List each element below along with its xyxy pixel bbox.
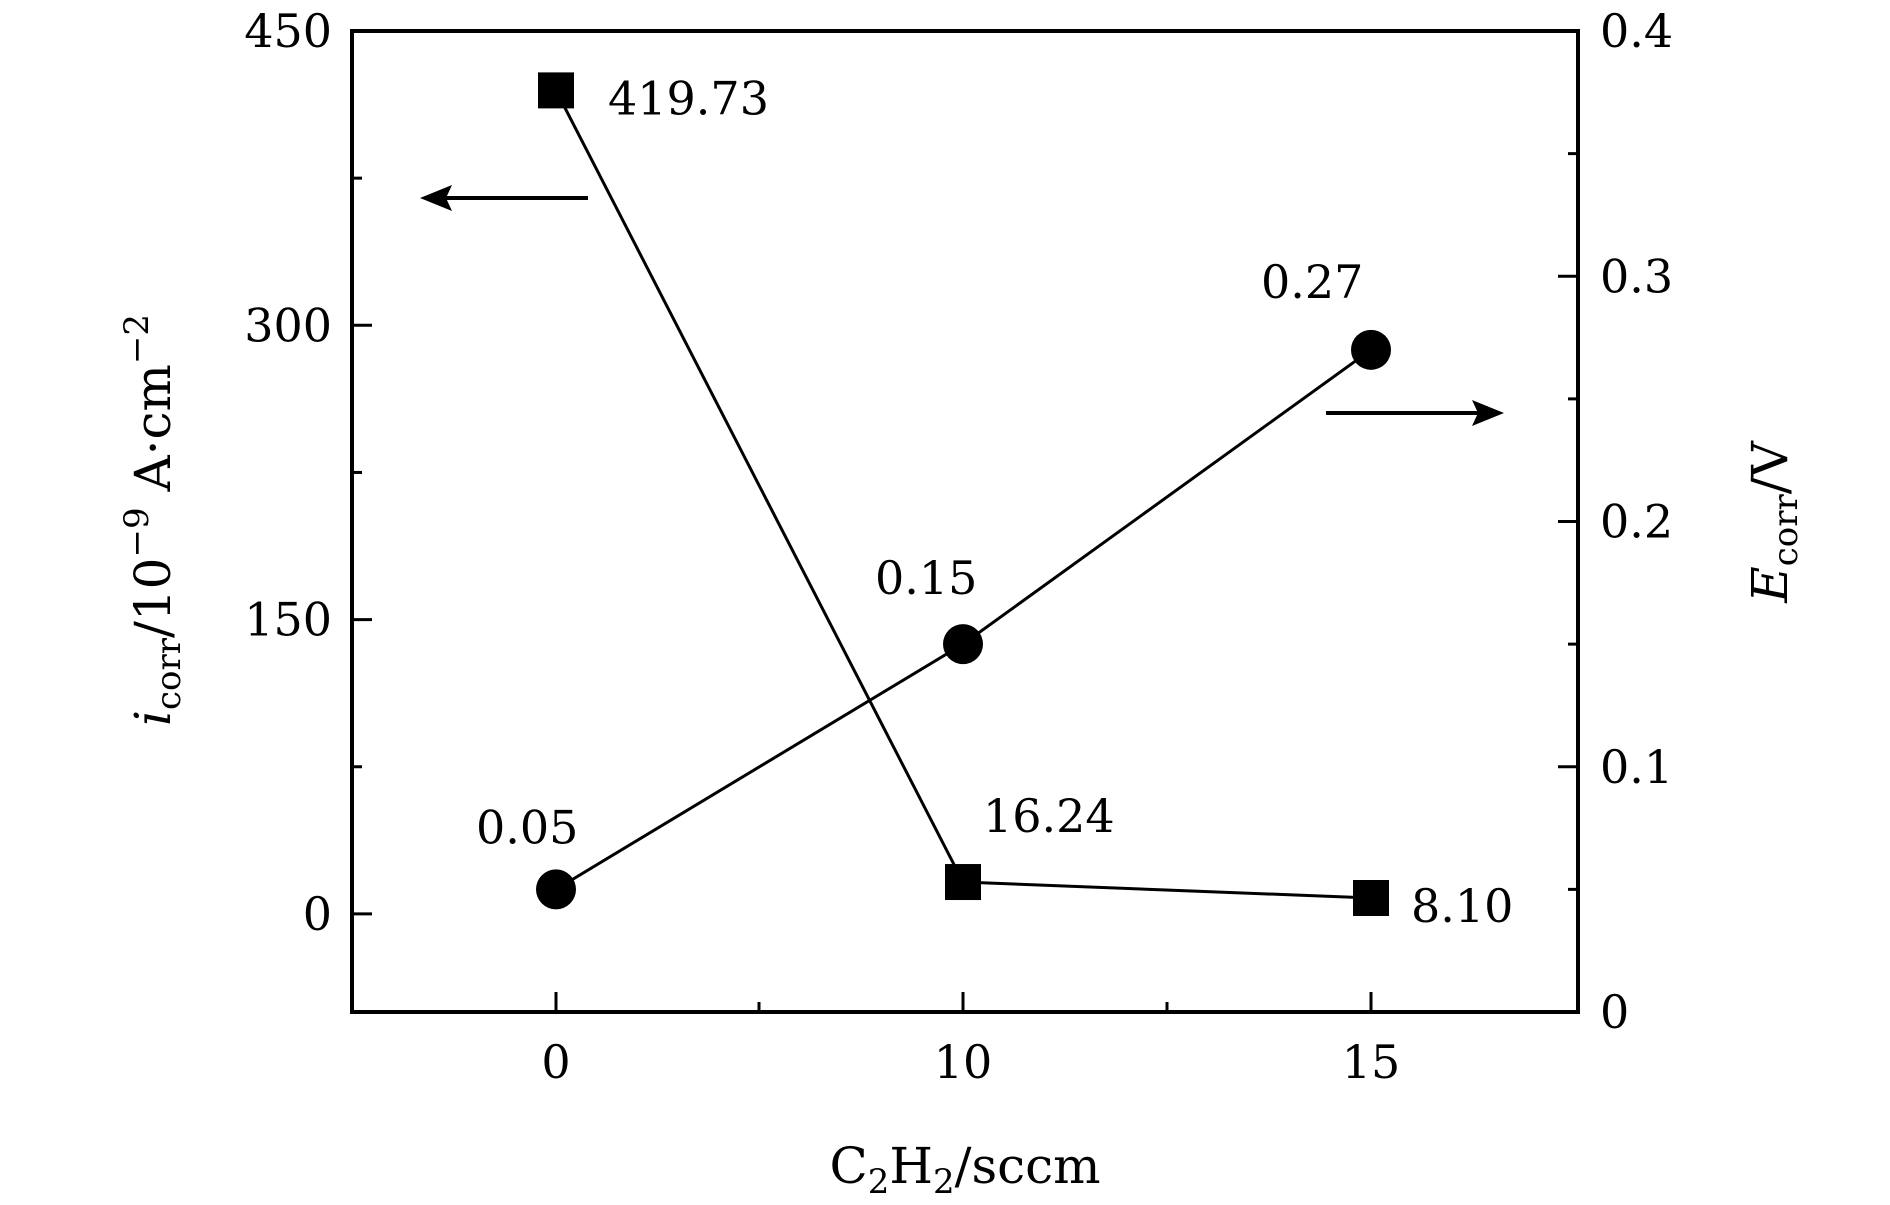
data-label: 16.24 — [983, 789, 1115, 843]
data-label: 0.27 — [1261, 255, 1363, 309]
markers — [536, 72, 1391, 917]
y-left-tick-label: 300 — [244, 298, 332, 352]
y-left-tick-label: 450 — [244, 4, 332, 58]
square-marker — [538, 72, 574, 109]
y-right-tick-label: 0.3 — [1600, 249, 1673, 303]
square-marker — [1353, 880, 1389, 917]
y-right-tick-label: 0.1 — [1600, 740, 1673, 794]
x-axis-title: C2H2/sccm — [829, 1137, 1100, 1202]
square-marker — [945, 864, 981, 901]
x-tick-label: 0 — [541, 1035, 570, 1089]
circle-marker — [1351, 329, 1391, 370]
series-line-ecorr — [555, 348, 1372, 891]
x-ticks: 0 10 15 — [541, 992, 1400, 1089]
y-left-tick-label: 150 — [244, 593, 332, 647]
data-label: 0.15 — [875, 551, 977, 605]
y-left-tick-label: 0 — [303, 887, 332, 941]
left-ticks: 0 150 300 450 — [244, 4, 372, 941]
y-right-axis-title: Ecorr/V — [1741, 440, 1806, 603]
y-left-axis-title: icorr/10−9 A·cm−2 — [117, 314, 189, 726]
series-line-icorr — [554, 89, 1372, 900]
y-right-tick-label: 0.2 — [1600, 495, 1673, 549]
circle-marker — [536, 869, 576, 910]
y-right-tick-label: 0 — [1600, 985, 1629, 1039]
data-label: 8.10 — [1411, 879, 1513, 933]
x-tick-label: 15 — [1342, 1035, 1401, 1089]
data-labels: 419.73 16.24 8.10 0.05 0.15 0.27 — [476, 71, 1513, 933]
right-arrow-head-icon — [1472, 400, 1504, 426]
axis-arrows — [420, 185, 1504, 426]
right-ticks: 0 0.1 0.2 0.3 0.4 — [1558, 4, 1673, 1039]
series-lines — [554, 89, 1372, 900]
x-tick-label: 10 — [934, 1035, 993, 1089]
data-label: 0.05 — [476, 800, 578, 854]
circle-marker — [943, 624, 983, 665]
left-arrow-head-icon — [420, 185, 452, 211]
data-label: 419.73 — [608, 71, 769, 125]
y-right-tick-label: 0.4 — [1600, 4, 1673, 58]
